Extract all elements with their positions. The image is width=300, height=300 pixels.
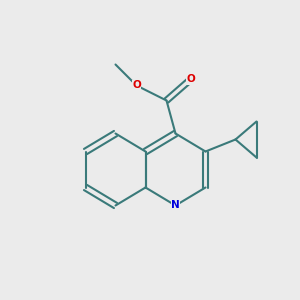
Text: O: O [186,74,195,85]
Text: O: O [132,80,141,91]
Text: N: N [171,200,180,211]
